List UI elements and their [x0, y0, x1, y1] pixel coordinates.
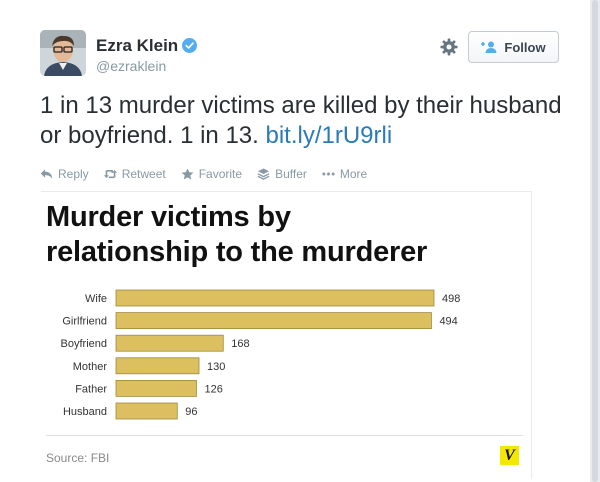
category-label: Boyfriend: [61, 338, 107, 350]
tweet-body: 1 in 13 murder victims are killed by the…: [40, 92, 562, 149]
gear-icon[interactable]: [440, 38, 458, 56]
retweet-button[interactable]: Retweet: [103, 166, 166, 182]
verified-badge-icon: [182, 38, 198, 53]
bar: [115, 380, 197, 397]
retweet-icon: [103, 169, 117, 179]
follow-button[interactable]: Follow: [468, 31, 559, 63]
category-label: Wife: [85, 293, 107, 305]
tweet-actions: Reply Retweet Favorite Buffer: [40, 166, 367, 182]
category-label: Girlfriend: [62, 316, 107, 328]
bar: [115, 312, 432, 330]
scrollbar-thumb[interactable]: [592, 0, 598, 482]
category-label: Mother: [73, 361, 108, 373]
chart-title-line-2: relationship to the murderer: [46, 236, 428, 268]
bar-value-label: 130: [207, 361, 225, 373]
bar-value-label: 498: [442, 293, 460, 305]
avatar[interactable]: [40, 30, 86, 76]
category-label: Husband: [63, 406, 107, 418]
bar-value-label: 96: [185, 406, 197, 418]
category-label: Father: [75, 383, 107, 395]
bar-chart: Wife 498 Girlfriend 494 Boyfriend 168 Mother 13…: [61, 289, 460, 420]
more-icon: [322, 172, 335, 176]
tweet-text: 1 in 13 murder victims are killed by the…: [40, 91, 570, 151]
reply-button[interactable]: Reply: [40, 166, 89, 182]
more-button[interactable]: More: [322, 166, 367, 182]
buffer-icon: [257, 168, 270, 180]
bar: [115, 289, 435, 307]
tweet-link[interactable]: bit.ly/1rU9rli: [265, 122, 393, 149]
bar-value-label: 168: [231, 338, 249, 350]
vox-logo: V: [500, 446, 519, 465]
bar-value-label: 494: [439, 316, 457, 328]
chart-title-line-1: Murder victims by: [46, 201, 291, 233]
star-icon: [181, 168, 194, 180]
favorite-button[interactable]: Favorite: [181, 166, 242, 182]
chart-source: Source: FBI: [46, 451, 110, 465]
bar: [115, 357, 200, 375]
bar-value-label: 126: [204, 383, 222, 395]
author-name[interactable]: Ezra Klein: [96, 36, 198, 56]
tweet-header: Ezra Klein @ezraklein Follow: [40, 28, 560, 78]
chart-title: Murder victims by relationship to the mu…: [46, 200, 526, 270]
bar: [115, 402, 178, 420]
bar: [115, 334, 224, 352]
reply-icon: [40, 169, 53, 179]
chart-card[interactable]: Murder victims by relationship to the mu…: [41, 191, 532, 479]
add-user-icon: [481, 41, 497, 53]
buffer-button[interactable]: Buffer: [257, 166, 307, 182]
scrollbar[interactable]: [590, 0, 600, 482]
card-divider: [46, 435, 523, 436]
follow-label: Follow: [504, 39, 546, 55]
author-handle[interactable]: @ezraklein: [96, 58, 167, 74]
